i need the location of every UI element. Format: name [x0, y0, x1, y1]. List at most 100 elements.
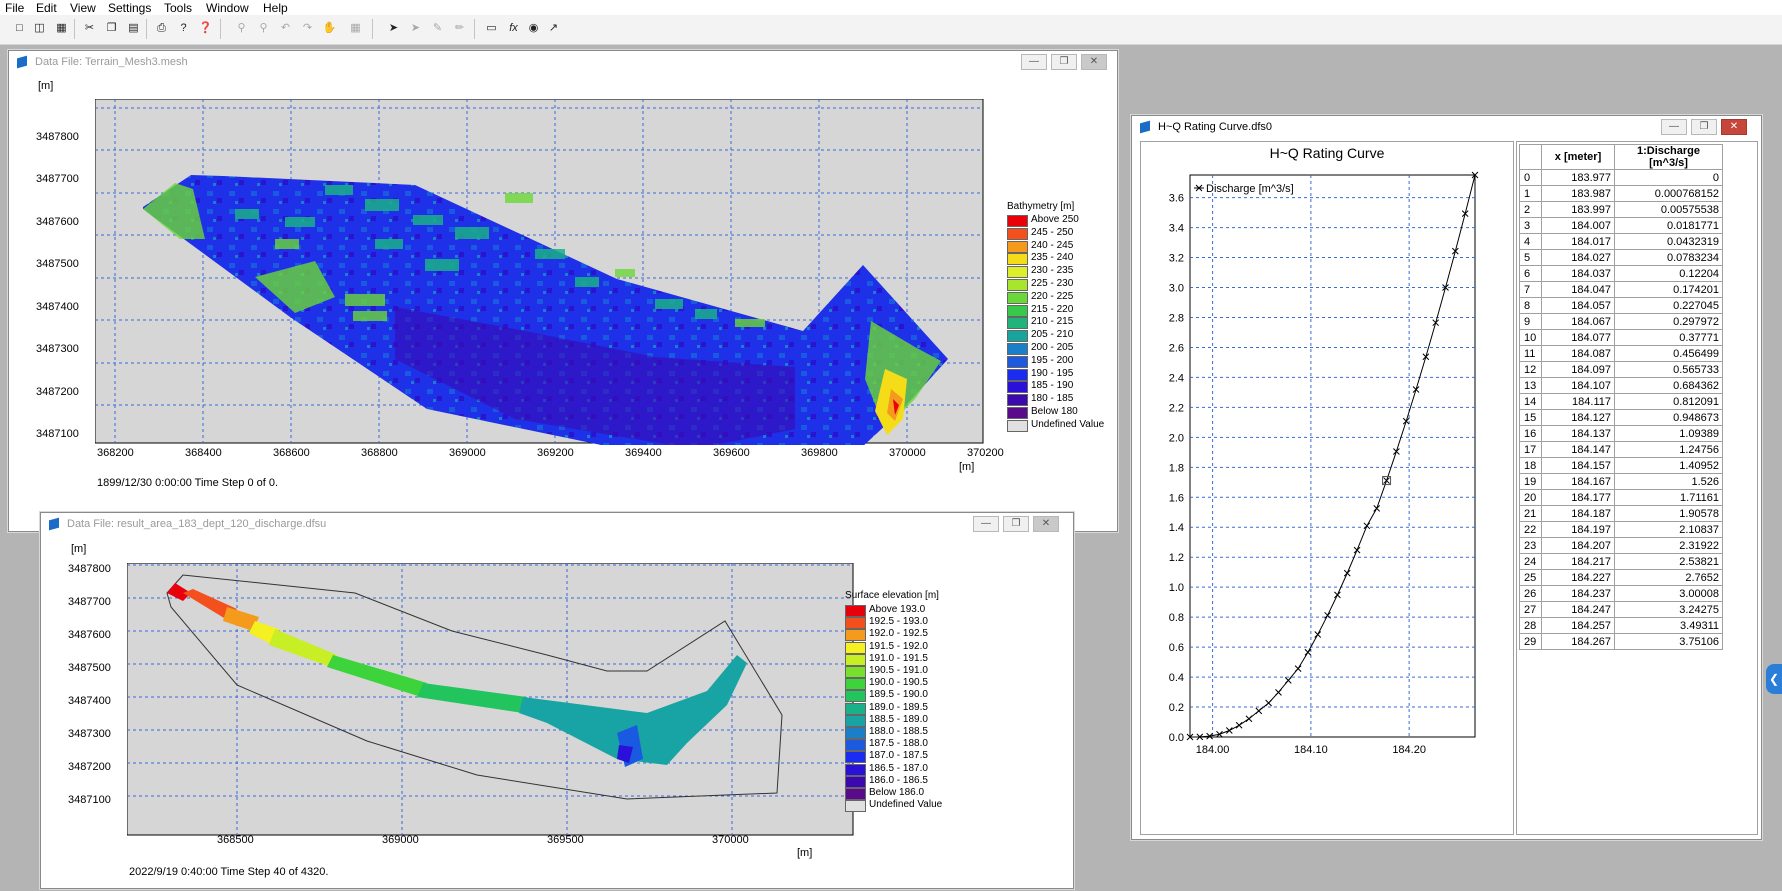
table-cell-x[interactable]: 183.977 — [1541, 169, 1615, 186]
table-cell-index[interactable]: 28 — [1519, 617, 1542, 634]
table-cell-x[interactable]: 184.257 — [1541, 617, 1615, 634]
table-cell-x[interactable]: 184.047 — [1541, 281, 1615, 298]
table-cell-x[interactable]: 184.087 — [1541, 345, 1615, 362]
table-cell-discharge[interactable]: 0.948673 — [1614, 409, 1723, 426]
table-cell-index[interactable]: 20 — [1519, 489, 1542, 506]
collapse-panel-button[interactable]: ❮ — [1766, 664, 1782, 694]
table-cell-discharge[interactable]: 2.7652 — [1614, 569, 1723, 586]
zoom-out-icon[interactable]: ⚲ — [259, 22, 268, 34]
table-row[interactable]: 17 184.147 1.24756 — [1519, 441, 1723, 458]
copy-icon[interactable]: ❐ — [106, 22, 117, 34]
table-cell-index[interactable]: 9 — [1519, 313, 1542, 330]
table-cell-x[interactable]: 184.197 — [1541, 521, 1615, 538]
table-cell-discharge[interactable]: 0.0432319 — [1614, 233, 1723, 250]
menu-edit[interactable]: Edit — [36, 1, 57, 15]
table-row[interactable]: 19 184.167 1.526 — [1519, 473, 1723, 490]
table-row[interactable]: 9 184.067 0.297972 — [1519, 313, 1723, 330]
table-cell-index[interactable]: 1 — [1519, 185, 1542, 202]
surface-elevation-map[interactable] — [127, 563, 857, 839]
table-cell-x[interactable]: 184.107 — [1541, 377, 1615, 394]
table-row[interactable]: 29 184.267 3.75106 — [1519, 633, 1723, 650]
context-help-icon[interactable]: ❓ — [198, 22, 213, 34]
table-cell-discharge[interactable]: 3.75106 — [1614, 633, 1723, 650]
grid-icon[interactable]: ▦ — [350, 22, 361, 34]
data-table[interactable]: x [meter] 1:Discharge [m^3/s] 0 183.977 0 1… — [1519, 144, 1723, 650]
table-cell-index[interactable]: 24 — [1519, 553, 1542, 570]
table-cell-x[interactable]: 184.007 — [1541, 217, 1615, 234]
menu-view[interactable]: View — [70, 1, 96, 15]
table-row[interactable]: 8 184.057 0.227045 — [1519, 297, 1723, 314]
table-row[interactable]: 11 184.087 0.456499 — [1519, 345, 1723, 362]
table-cell-discharge[interactable]: 3.49311 — [1614, 617, 1723, 634]
table-cell-index[interactable]: 18 — [1519, 457, 1542, 474]
minimize-button[interactable]: — — [973, 516, 999, 532]
marker-icon[interactable]: ◉ — [528, 22, 539, 34]
paste-icon[interactable]: ▤ — [128, 22, 139, 34]
maximize-button[interactable]: ❐ — [1051, 54, 1077, 70]
new-icon[interactable]: □ — [16, 22, 23, 34]
table-cell-discharge[interactable]: 2.31922 — [1614, 537, 1723, 554]
pan-icon[interactable]: ✋ — [322, 22, 337, 34]
table-cell-x[interactable]: 184.017 — [1541, 233, 1615, 250]
table-cell-index[interactable]: 12 — [1519, 361, 1542, 378]
table-row[interactable]: 3 184.007 0.0181771 — [1519, 217, 1723, 234]
table-cell-index[interactable]: 8 — [1519, 297, 1542, 314]
table-cell-discharge[interactable]: 1.40952 — [1614, 457, 1723, 474]
table-row[interactable]: 18 184.157 1.40952 — [1519, 457, 1723, 474]
table-cell-x[interactable]: 184.067 — [1541, 313, 1615, 330]
table-row[interactable]: 4 184.017 0.0432319 — [1519, 233, 1723, 250]
table-row[interactable]: 1 183.987 0.000768152 — [1519, 185, 1723, 202]
table-cell-discharge[interactable]: 0.0181771 — [1614, 217, 1723, 234]
table-cell-index[interactable]: 23 — [1519, 537, 1542, 554]
mesh-window-titlebar[interactable]: Data File: Terrain_Mesh3.mesh — ❐ ✕ — [9, 51, 1117, 73]
table-cell-discharge[interactable]: 0.12204 — [1614, 265, 1723, 282]
table-cell-x[interactable]: 183.987 — [1541, 185, 1615, 202]
table-cell-x[interactable]: 184.247 — [1541, 601, 1615, 618]
table-row[interactable]: 13 184.107 0.684362 — [1519, 377, 1723, 394]
print-icon[interactable]: ⎙ — [157, 22, 166, 34]
table-cell-discharge[interactable]: 0.456499 — [1614, 345, 1723, 362]
bathymetry-map[interactable] — [95, 99, 985, 445]
table-cell-x[interactable]: 184.127 — [1541, 409, 1615, 426]
close-button[interactable]: ✕ — [1721, 119, 1747, 135]
table-cell-index[interactable]: 21 — [1519, 505, 1542, 522]
table-cell-x[interactable]: 184.037 — [1541, 265, 1615, 282]
zoom-previous-icon[interactable]: ↶ — [280, 22, 291, 34]
table-cell-x[interactable]: 184.057 — [1541, 297, 1615, 314]
table-cell-x[interactable]: 184.137 — [1541, 425, 1615, 442]
table-row[interactable]: 22 184.197 2.10837 — [1519, 521, 1723, 538]
draw-icon[interactable]: ✏ — [454, 22, 465, 34]
table-cell-index[interactable]: 6 — [1519, 265, 1542, 282]
table-row[interactable]: 12 184.097 0.565733 — [1519, 361, 1723, 378]
table-cell-x[interactable]: 184.027 — [1541, 249, 1615, 266]
table-row[interactable]: 15 184.127 0.948673 — [1519, 409, 1723, 426]
table-cell-discharge[interactable]: 1.526 — [1614, 473, 1723, 490]
table-cell-index[interactable]: 2 — [1519, 201, 1542, 218]
table-cell-discharge[interactable]: 2.53821 — [1614, 553, 1723, 570]
table-cell-x[interactable]: 184.077 — [1541, 329, 1615, 346]
table-cell-index[interactable]: 19 — [1519, 473, 1542, 490]
menu-file[interactable]: File — [5, 1, 25, 15]
table-cell-discharge[interactable]: 0.297972 — [1614, 313, 1723, 330]
table-cell-index[interactable]: 25 — [1519, 569, 1542, 586]
table-row[interactable]: 5 184.027 0.0783234 — [1519, 249, 1723, 266]
table-row[interactable]: 20 184.177 1.71161 — [1519, 489, 1723, 506]
cut-icon[interactable]: ✂ — [84, 22, 95, 34]
maximize-button[interactable]: ❐ — [1691, 119, 1717, 135]
table-cell-discharge[interactable]: 3.00008 — [1614, 585, 1723, 602]
table-cell-index[interactable]: 4 — [1519, 233, 1542, 250]
table-row[interactable]: 14 184.117 0.812091 — [1519, 393, 1723, 410]
table-row[interactable]: 6 184.037 0.12204 — [1519, 265, 1723, 282]
table-cell-x[interactable]: 183.997 — [1541, 201, 1615, 218]
table-cell-index[interactable]: 10 — [1519, 329, 1542, 346]
table-cell-x[interactable]: 184.227 — [1541, 569, 1615, 586]
table-row[interactable]: 26 184.237 3.00008 — [1519, 585, 1723, 602]
table-cell-index[interactable]: 7 — [1519, 281, 1542, 298]
table-cell-index[interactable]: 27 — [1519, 601, 1542, 618]
edit-icon[interactable]: ✎ — [432, 22, 443, 34]
help-icon[interactable]: ? — [180, 22, 187, 34]
table-cell-index[interactable]: 26 — [1519, 585, 1542, 602]
hq-window-titlebar[interactable]: H~Q Rating Curve.dfs0 — ❐ ✕ — [1132, 116, 1761, 138]
table-row[interactable]: 7 184.047 0.174201 — [1519, 281, 1723, 298]
table-cell-discharge[interactable]: 1.90578 — [1614, 505, 1723, 522]
